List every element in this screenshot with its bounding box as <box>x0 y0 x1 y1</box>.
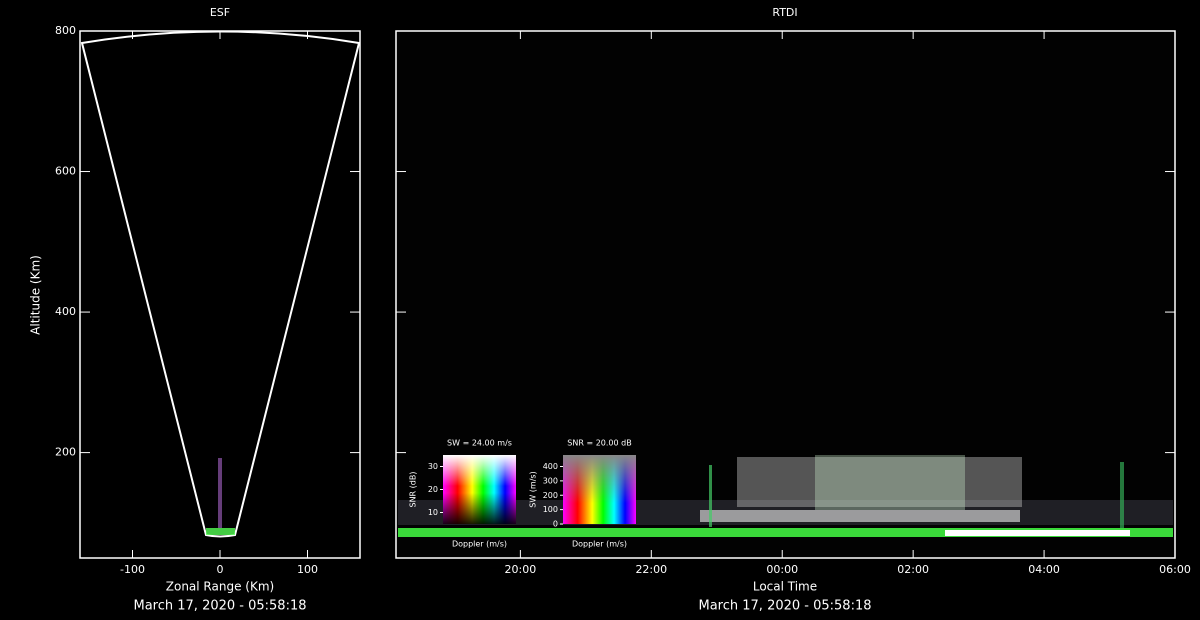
x-tick-label: 06:00 <box>1159 563 1191 576</box>
rtdi-echo <box>700 510 1020 522</box>
x-axis-label: Local Time <box>753 580 817 594</box>
legend-title: SW = 24.00 m/s <box>447 439 512 448</box>
x-tick-label: 04:00 <box>1028 563 1060 576</box>
x-tick-label: 100 <box>297 563 318 576</box>
x-axis-label: Zonal Range (Km) <box>166 580 274 594</box>
legend-tick-label: 400 <box>543 462 558 471</box>
esf-title: ESF <box>210 6 230 19</box>
legend-tick-label: 100 <box>543 505 558 514</box>
x-tick-label: 22:00 <box>635 563 667 576</box>
y-axis-label: Altitude (Km) <box>29 255 43 335</box>
legend-tick-label: 10 <box>428 508 438 517</box>
rtdi-echo <box>945 530 1130 536</box>
x-tick-label: 02:00 <box>897 563 929 576</box>
y-tick-label: 400 <box>55 305 76 318</box>
rtdi-echo <box>709 465 712 527</box>
legend-x-label: Doppler (m/s) <box>572 540 627 549</box>
legend-y-label: SNR (dB) <box>409 472 418 508</box>
esf-echo <box>206 528 235 535</box>
legend-tick-label: 30 <box>428 462 438 471</box>
y-tick-label: 200 <box>55 446 76 459</box>
esf-fan <box>80 30 361 538</box>
y-tick-label: 600 <box>55 165 76 178</box>
legend-tick-label: 200 <box>543 491 558 500</box>
colorbar-shade <box>563 455 636 524</box>
rtdi-title: RTDI <box>772 6 797 19</box>
legend-tick-label: 0 <box>553 520 558 529</box>
timestamp: March 17, 2020 - 05:58:18 <box>134 599 307 614</box>
rtdi-echo <box>1120 462 1124 528</box>
legend-tick-label: 300 <box>543 476 558 485</box>
legend-title: SNR = 20.00 dB <box>567 439 631 448</box>
legend-y-label: SW (m/s) <box>529 471 538 507</box>
y-tick-label: 800 <box>55 24 76 37</box>
colorbar-shade <box>443 455 516 524</box>
rtdi-echo <box>815 455 965 510</box>
x-tick-label: 20:00 <box>505 563 537 576</box>
rtdi-echo <box>398 528 1173 537</box>
x-tick-label: -100 <box>120 563 145 576</box>
esf-echo <box>218 458 222 528</box>
legend-tick-label: 20 <box>428 485 438 494</box>
x-tick-label: 0 <box>217 563 224 576</box>
x-tick-label: 00:00 <box>766 563 798 576</box>
timestamp: March 17, 2020 - 05:58:18 <box>699 599 872 614</box>
rtdi-frame <box>395 30 1176 559</box>
legend-x-label: Doppler (m/s) <box>452 540 507 549</box>
rtdi-echo <box>737 457 1022 507</box>
